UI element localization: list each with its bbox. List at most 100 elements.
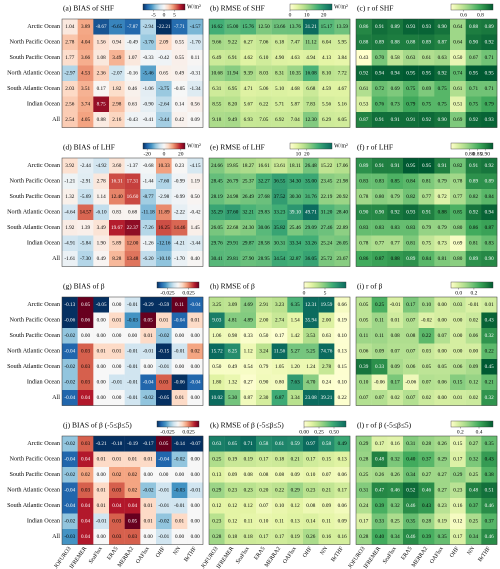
heatmap-cell xyxy=(450,34,466,51)
cell-label: 0.66 xyxy=(338,302,347,308)
cell-label: 0.78 xyxy=(359,194,368,200)
cell-label: 0.03 xyxy=(422,348,431,354)
heatmap-cell xyxy=(418,19,435,35)
cell-label: -8.77 xyxy=(143,194,154,200)
cell-label: 23.08 xyxy=(305,395,317,401)
heatmap-cell xyxy=(77,312,94,329)
cell-label: 0.00 xyxy=(144,364,153,370)
heatmap-cell xyxy=(387,390,404,406)
heatmap-cell xyxy=(387,235,404,252)
cell-label: 0.43 xyxy=(422,503,431,509)
heatmap-cell xyxy=(403,50,419,66)
heatmap-cell xyxy=(450,390,466,406)
heatmap-cell xyxy=(156,81,172,97)
cell-label: 22.19 xyxy=(321,194,333,200)
cell-label: -0.07 xyxy=(190,441,201,447)
heatmap-cell xyxy=(287,390,304,406)
cell-label: 1.90 xyxy=(97,240,106,246)
heatmap-cell xyxy=(77,158,94,174)
cell-label: 0.42 xyxy=(175,117,184,123)
cell-label: 3.89 xyxy=(81,24,90,30)
cell-label: 0.00 xyxy=(175,333,184,339)
heatmap-cell xyxy=(481,513,498,530)
heatmap-cell xyxy=(287,328,304,344)
heatmap-cell xyxy=(171,467,188,483)
cell-label: 0.06 xyxy=(406,364,415,370)
heatmap-cell xyxy=(418,451,435,468)
heatmap-cell xyxy=(371,235,388,252)
heatmap-cell xyxy=(171,220,188,236)
heatmap-cell xyxy=(287,235,304,252)
heatmap-cell xyxy=(140,498,157,514)
heatmap-cell xyxy=(371,359,388,375)
heatmap-cell xyxy=(224,235,241,252)
cell-label: 0.84 xyxy=(485,194,494,200)
heatmap-cell xyxy=(156,65,172,82)
cell-label: 5.89 xyxy=(112,240,121,246)
heatmap-cell xyxy=(334,235,351,252)
heatmap-cell xyxy=(209,451,225,468)
cell-label: 0.37 xyxy=(469,503,478,509)
cell-label: 0.91 xyxy=(375,117,384,123)
cell-label: 0.11 xyxy=(191,55,200,61)
heatmap-cell xyxy=(140,436,157,452)
heatmap-cell xyxy=(109,467,125,483)
heatmap-cell xyxy=(271,220,288,236)
cell-label: 0.10 xyxy=(338,379,347,385)
heatmap-cell xyxy=(171,297,188,313)
cell-label: 7.83 xyxy=(306,101,315,107)
heatmap-cell xyxy=(256,529,272,545)
heatmap-cell xyxy=(371,189,388,205)
panel-title: (g) BIAS of β xyxy=(63,282,105,291)
heatmap-cell xyxy=(224,374,241,391)
cell-label: 0.40 xyxy=(375,534,384,540)
cell-label: 0.01 xyxy=(97,456,106,462)
cell-label: -0.04 xyxy=(64,487,75,493)
cell-label: 0.00 xyxy=(175,364,184,370)
colorbar-tick-label: 20 xyxy=(178,151,184,157)
heatmap-cell xyxy=(93,34,110,51)
heatmap-cell xyxy=(371,220,388,236)
cell-label: 4.94 xyxy=(306,55,315,61)
cell-label: 0.37 xyxy=(485,518,494,524)
heatmap-cell xyxy=(171,312,188,329)
heatmap-cell xyxy=(303,498,319,514)
heatmap-cell xyxy=(334,390,351,406)
cell-label: 0.00 xyxy=(438,348,447,354)
heatmap-cell xyxy=(303,189,319,205)
cell-label: -0.02 xyxy=(64,333,75,339)
cell-label: 0.32 xyxy=(485,333,494,339)
cell-label: 9.49 xyxy=(228,117,237,123)
heatmap-cell xyxy=(450,19,466,35)
heatmap-cell xyxy=(287,513,304,530)
heatmap-cell xyxy=(62,220,78,236)
cell-label: -0.06 xyxy=(174,379,185,385)
heatmap-cell xyxy=(187,312,204,329)
heatmap-cell xyxy=(371,158,388,174)
cell-label: 0.80 xyxy=(453,256,462,262)
heatmap-cell xyxy=(287,436,304,452)
heatmap-cell xyxy=(450,312,466,329)
heatmap-cell xyxy=(171,204,188,221)
heatmap-cell xyxy=(334,173,351,190)
heatmap-cell xyxy=(403,112,419,128)
row-label: Arctic Ocean xyxy=(27,162,60,169)
cell-label: 0.53 xyxy=(359,101,368,107)
cell-label: 0.85 xyxy=(391,178,400,184)
heatmap-cell xyxy=(334,328,351,344)
cell-label: 0.09 xyxy=(322,503,331,509)
cell-label: 0.00 xyxy=(112,395,121,401)
cell-label: 17.31 xyxy=(127,178,139,184)
heatmap-cell xyxy=(124,343,141,360)
cell-label: 2.36 xyxy=(97,70,106,76)
cell-label: 0.35 xyxy=(485,441,494,447)
cell-label: 5.95 xyxy=(338,39,347,45)
heatmap-cell xyxy=(287,529,304,545)
cell-label: 35.29 xyxy=(211,209,223,215)
cell-label: 0.15 xyxy=(338,364,347,370)
heatmap-cell xyxy=(187,513,204,530)
heatmap-cell xyxy=(77,513,94,530)
heatmap-cell xyxy=(318,96,335,113)
cell-label: 5.10 xyxy=(275,86,284,92)
cell-label: 0.08 xyxy=(391,333,400,339)
